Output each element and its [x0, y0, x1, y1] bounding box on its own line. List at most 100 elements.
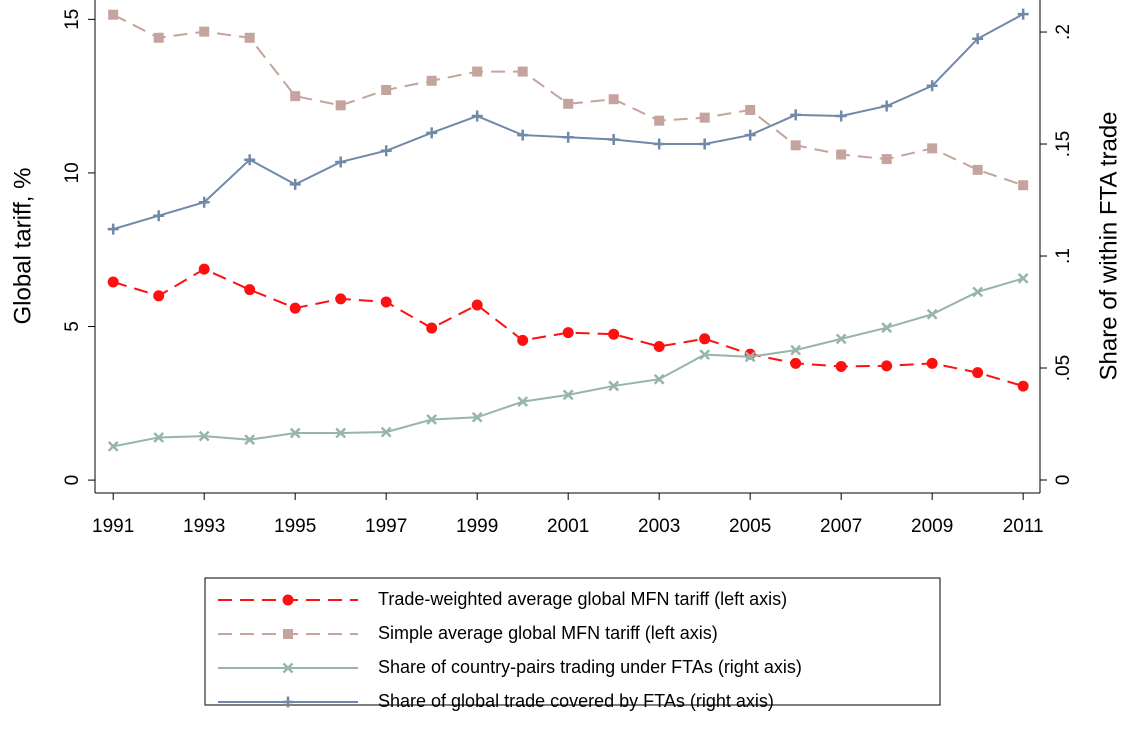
y2-tick-label: .2 — [1053, 24, 1074, 40]
marker — [517, 396, 529, 407]
series-line — [112, 13, 1024, 231]
marker — [107, 276, 119, 288]
marker — [926, 308, 938, 320]
legend-marker — [282, 594, 294, 606]
y2-axis-title: Share of within FTA trade — [1095, 111, 1122, 380]
legend-label: Share of country-pairs trading under FTA… — [378, 657, 802, 677]
marker — [289, 427, 301, 439]
marker — [653, 340, 665, 352]
marker — [562, 389, 574, 401]
marker — [198, 196, 210, 208]
marker — [517, 66, 528, 77]
marker — [289, 302, 301, 314]
marker — [744, 129, 756, 141]
marker — [199, 26, 210, 37]
marker — [244, 284, 256, 296]
marker — [107, 223, 119, 235]
marker — [790, 344, 802, 356]
marker — [972, 367, 984, 379]
marker — [608, 328, 620, 340]
marker — [835, 110, 847, 122]
marker — [881, 154, 892, 165]
marker — [426, 75, 437, 86]
legend-marker — [282, 696, 294, 708]
marker — [517, 334, 529, 346]
marker — [471, 110, 483, 122]
marker — [790, 357, 802, 369]
series-line — [112, 13, 1024, 187]
legend-marker — [282, 662, 294, 674]
marker — [926, 80, 938, 92]
marker — [699, 333, 711, 345]
y-axis-title: Global tariff, % — [9, 168, 36, 325]
marker — [654, 115, 665, 126]
legend-box — [204, 577, 941, 706]
x-tick-label: 2009 — [911, 516, 953, 537]
marker — [471, 411, 483, 423]
marker — [562, 131, 574, 143]
marker — [653, 138, 665, 150]
marker — [153, 290, 165, 302]
marker — [153, 32, 164, 43]
marker — [153, 432, 165, 443]
marker — [1017, 8, 1029, 20]
x-tick-label: 1997 — [365, 516, 407, 537]
marker — [1018, 180, 1029, 191]
marker — [972, 164, 983, 175]
x-tick-label: 1995 — [274, 516, 316, 537]
y2-tick-label: .05 — [1053, 355, 1074, 381]
marker — [745, 104, 756, 115]
marker — [608, 380, 620, 392]
marker — [699, 349, 711, 360]
marker — [244, 434, 256, 446]
marker — [380, 426, 392, 438]
marker — [380, 296, 392, 308]
y-tick-label: 0 — [62, 475, 83, 486]
marker — [244, 154, 256, 166]
marker — [335, 100, 346, 111]
marker — [927, 143, 938, 154]
marker — [289, 178, 301, 190]
marker — [836, 149, 847, 160]
x-tick-label: 2007 — [820, 516, 862, 537]
marker — [881, 360, 893, 372]
marker — [563, 98, 574, 109]
y2-tick-label: .15 — [1053, 131, 1074, 157]
marker — [335, 427, 347, 439]
series-line — [112, 267, 1024, 388]
legend-label: Simple average global MFN tariff (left a… — [378, 623, 718, 643]
marker — [972, 33, 984, 45]
y2-tick-label: 0 — [1053, 475, 1074, 486]
marker — [653, 373, 665, 385]
marker — [881, 100, 893, 112]
marker — [926, 357, 938, 369]
marker — [244, 32, 255, 43]
marker — [108, 9, 119, 20]
marker — [1017, 273, 1029, 284]
marker — [972, 286, 984, 298]
marker — [608, 94, 619, 105]
x-tick-label: 2001 — [547, 516, 589, 537]
marker — [335, 293, 347, 305]
y2-tick-label: .1 — [1053, 248, 1074, 264]
marker — [380, 145, 392, 157]
marker — [881, 322, 893, 334]
x-tick-label: 2011 — [1003, 516, 1044, 537]
marker — [198, 263, 210, 275]
marker — [835, 360, 847, 372]
legend-marker — [283, 629, 293, 639]
x-tick-label: 1991 — [92, 516, 134, 537]
marker — [790, 109, 802, 121]
y-tick-label: 15 — [62, 9, 83, 30]
x-tick-label: 2005 — [729, 516, 771, 537]
legend-label: Share of global trade covered by FTAs (r… — [378, 691, 774, 711]
marker — [472, 66, 483, 77]
marker — [153, 210, 165, 222]
marker — [107, 441, 119, 452]
x-tick-label: 2003 — [638, 516, 680, 537]
marker — [562, 327, 574, 339]
marker — [699, 112, 710, 123]
x-tick-label: 1993 — [183, 516, 225, 537]
marker — [426, 322, 438, 334]
